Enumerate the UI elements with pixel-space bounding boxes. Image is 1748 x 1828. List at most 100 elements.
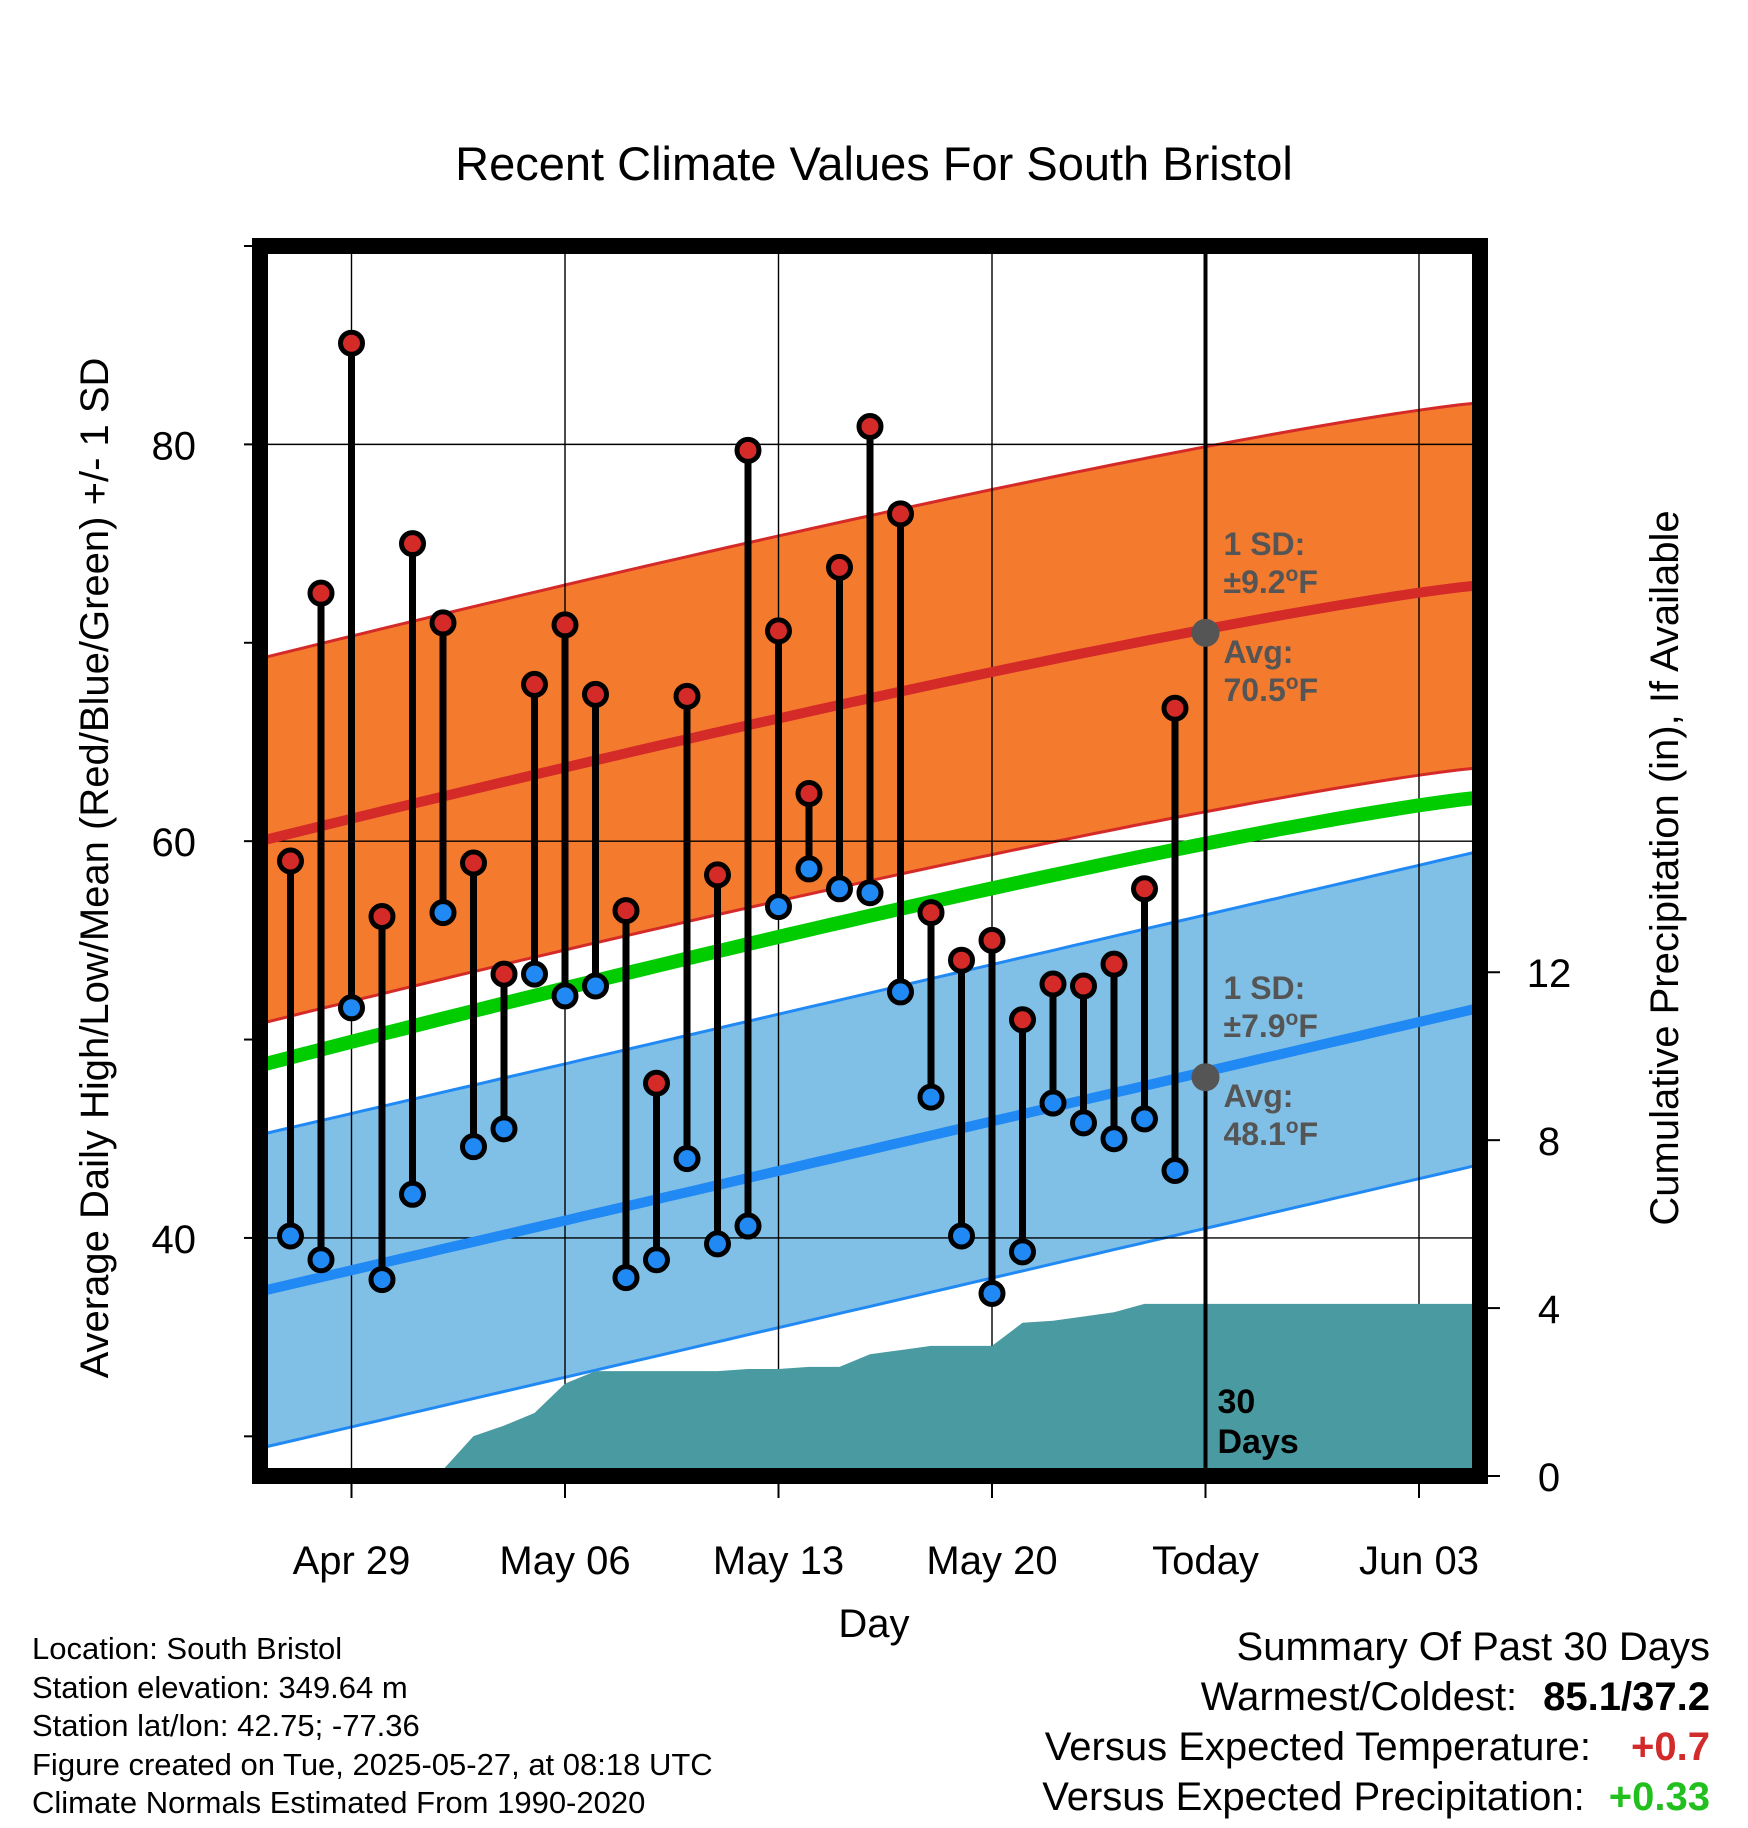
daily-high-point-0 — [277, 847, 304, 875]
daily-low-point-21 — [917, 1083, 945, 1111]
daily-low-point-11 — [612, 1264, 640, 1292]
y-axis-label: Average Daily High/Low/Mean (Red/Blue/Gr… — [73, 358, 117, 1379]
daily-high-point-6 — [460, 849, 487, 877]
precip-vs-expected-value: +0.33 — [1608, 1775, 1710, 1819]
daily-low-point-5 — [429, 899, 457, 927]
summary-panel: Summary Of Past 30 Days Warmest/Coldest:… — [1042, 1622, 1710, 1822]
low-sd-label: 1 SD: — [1224, 970, 1306, 1006]
y2-tick-label-4: 4 — [1538, 1288, 1560, 1332]
daily-high-point-4 — [399, 530, 426, 558]
summary-precipitation: Versus Expected Precipitation: +0.33 — [1042, 1772, 1710, 1822]
location-text: Location: South Bristol — [32, 1631, 343, 1666]
high-avg-label: Avg: — [1224, 634, 1294, 670]
daily-high-point-26 — [1070, 972, 1097, 1000]
mean-normal-line — [260, 790, 1480, 1073]
y-tick-label-80: 80 — [152, 424, 197, 468]
low-sd-value: ±7.9oF — [1224, 1007, 1318, 1044]
daily-high-point-28 — [1131, 875, 1158, 903]
low-avg-marker — [1191, 1063, 1220, 1092]
warmest-coldest-value: 85.1/37.2 — [1543, 1675, 1710, 1719]
daily-high-point-15 — [734, 436, 762, 464]
daily-high-point-21 — [917, 899, 945, 927]
y2-axis-label: Cumulative Precipitation (in), If Availa… — [1643, 510, 1687, 1225]
high-sd-value: ±9.2oF — [1224, 563, 1318, 600]
daily-high-point-24 — [1009, 1006, 1036, 1034]
daily-high-point-20 — [887, 500, 914, 528]
x-tick-label-2: May 13 — [713, 1539, 844, 1583]
high-avg-unit: F — [1299, 672, 1319, 708]
high-avg-value: 70.5oF — [1224, 671, 1319, 708]
daily-high-point-22 — [948, 946, 975, 974]
high-sd-degree: o — [1286, 563, 1299, 586]
daily-high-point-12 — [643, 1069, 670, 1097]
daily-low-point-22 — [948, 1222, 975, 1250]
summary-warmest-coldest: Warmest/Coldest: 85.1/37.2 — [1042, 1672, 1710, 1722]
daily-high-point-25 — [1039, 970, 1067, 998]
temp-vs-expected-value: +0.7 — [1631, 1725, 1710, 1769]
daily-low-point-26 — [1070, 1109, 1097, 1137]
high-sd-label: 1 SD: — [1224, 526, 1306, 562]
y2-tick-label-0: 0 — [1538, 1456, 1560, 1500]
high-sd-unit: F — [1298, 564, 1318, 600]
precip-vs-expected-label: Versus Expected Precipitation: — [1042, 1775, 1585, 1819]
low-avg-unit: F — [1299, 1116, 1319, 1152]
daily-low-point-4 — [399, 1180, 426, 1208]
daily-low-point-15 — [734, 1212, 762, 1240]
y2-tick-label-8: 8 — [1538, 1120, 1560, 1164]
daily-low-point-7 — [490, 1115, 518, 1143]
low-avg-degree: o — [1286, 1115, 1299, 1138]
daily-high-point-1 — [307, 579, 335, 607]
x-tick-label-5: Jun 03 — [1359, 1539, 1479, 1583]
daily-high-point-7 — [490, 960, 518, 988]
daily-high-point-17 — [795, 780, 823, 808]
daily-high-point-18 — [826, 553, 853, 581]
today-label-line-1: Days — [1218, 1423, 1299, 1461]
daily-high-point-3 — [368, 903, 396, 931]
daily-high-point-29 — [1161, 694, 1189, 722]
daily-low-point-13 — [673, 1145, 701, 1173]
daily-high-point-23 — [978, 926, 1006, 954]
daily-low-point-23 — [978, 1279, 1006, 1307]
normals-text: Climate Normals Estimated From 1990-2020 — [32, 1785, 646, 1820]
daily-low-point-18 — [826, 875, 853, 903]
x-tick-label-0: Apr 29 — [293, 1539, 411, 1583]
low-avg-value: 48.1oF — [1224, 1115, 1319, 1152]
daily-high-point-11 — [612, 897, 640, 925]
low-sd-unit: F — [1298, 1008, 1318, 1044]
daily-high-point-8 — [521, 670, 548, 698]
daily-high-point-10 — [582, 680, 609, 708]
daily-low-point-24 — [1009, 1238, 1036, 1266]
daily-low-point-2 — [338, 994, 365, 1022]
low-sd-upper-edge — [260, 849, 1480, 1137]
daily-high-point-14 — [704, 861, 731, 889]
today-label-line-0: 30 — [1218, 1383, 1256, 1421]
summary-temperature: Versus Expected Temperature: +0.7 — [1042, 1722, 1710, 1772]
daily-low-point-27 — [1100, 1125, 1128, 1153]
daily-low-point-12 — [643, 1246, 670, 1274]
plot-frame — [252, 238, 1488, 1484]
station-info: Location: South Bristol Station elevatio… — [32, 1630, 713, 1823]
daily-low-point-0 — [277, 1222, 304, 1250]
daily-high-point-27 — [1100, 950, 1128, 978]
daily-high-point-2 — [338, 329, 365, 357]
temp-vs-expected-label: Versus Expected Temperature: — [1044, 1725, 1592, 1769]
daily-high-point-13 — [673, 682, 701, 710]
low-sd-lower-edge — [260, 1163, 1480, 1450]
daily-high-point-16 — [765, 617, 792, 645]
daily-high-point-5 — [429, 609, 457, 637]
y-tick-label-40: 40 — [152, 1218, 197, 1262]
daily-low-point-28 — [1131, 1105, 1158, 1133]
daily-low-point-6 — [460, 1133, 487, 1161]
elevation-text: Station elevation: 349.64 m — [32, 1669, 408, 1705]
today-label: 30 Days — [1218, 1383, 1299, 1461]
daily-low-point-20 — [887, 978, 914, 1006]
daily-low-point-19 — [856, 879, 884, 907]
daily-high-point-19 — [856, 413, 884, 441]
high-avg-degree: o — [1286, 671, 1299, 694]
daily-low-point-3 — [368, 1266, 396, 1294]
low-avg-label: Avg: — [1224, 1078, 1294, 1114]
daily-low-point-14 — [704, 1230, 731, 1258]
low-normal-line — [260, 1002, 1480, 1297]
x-tick-label-4: Today — [1152, 1539, 1259, 1583]
